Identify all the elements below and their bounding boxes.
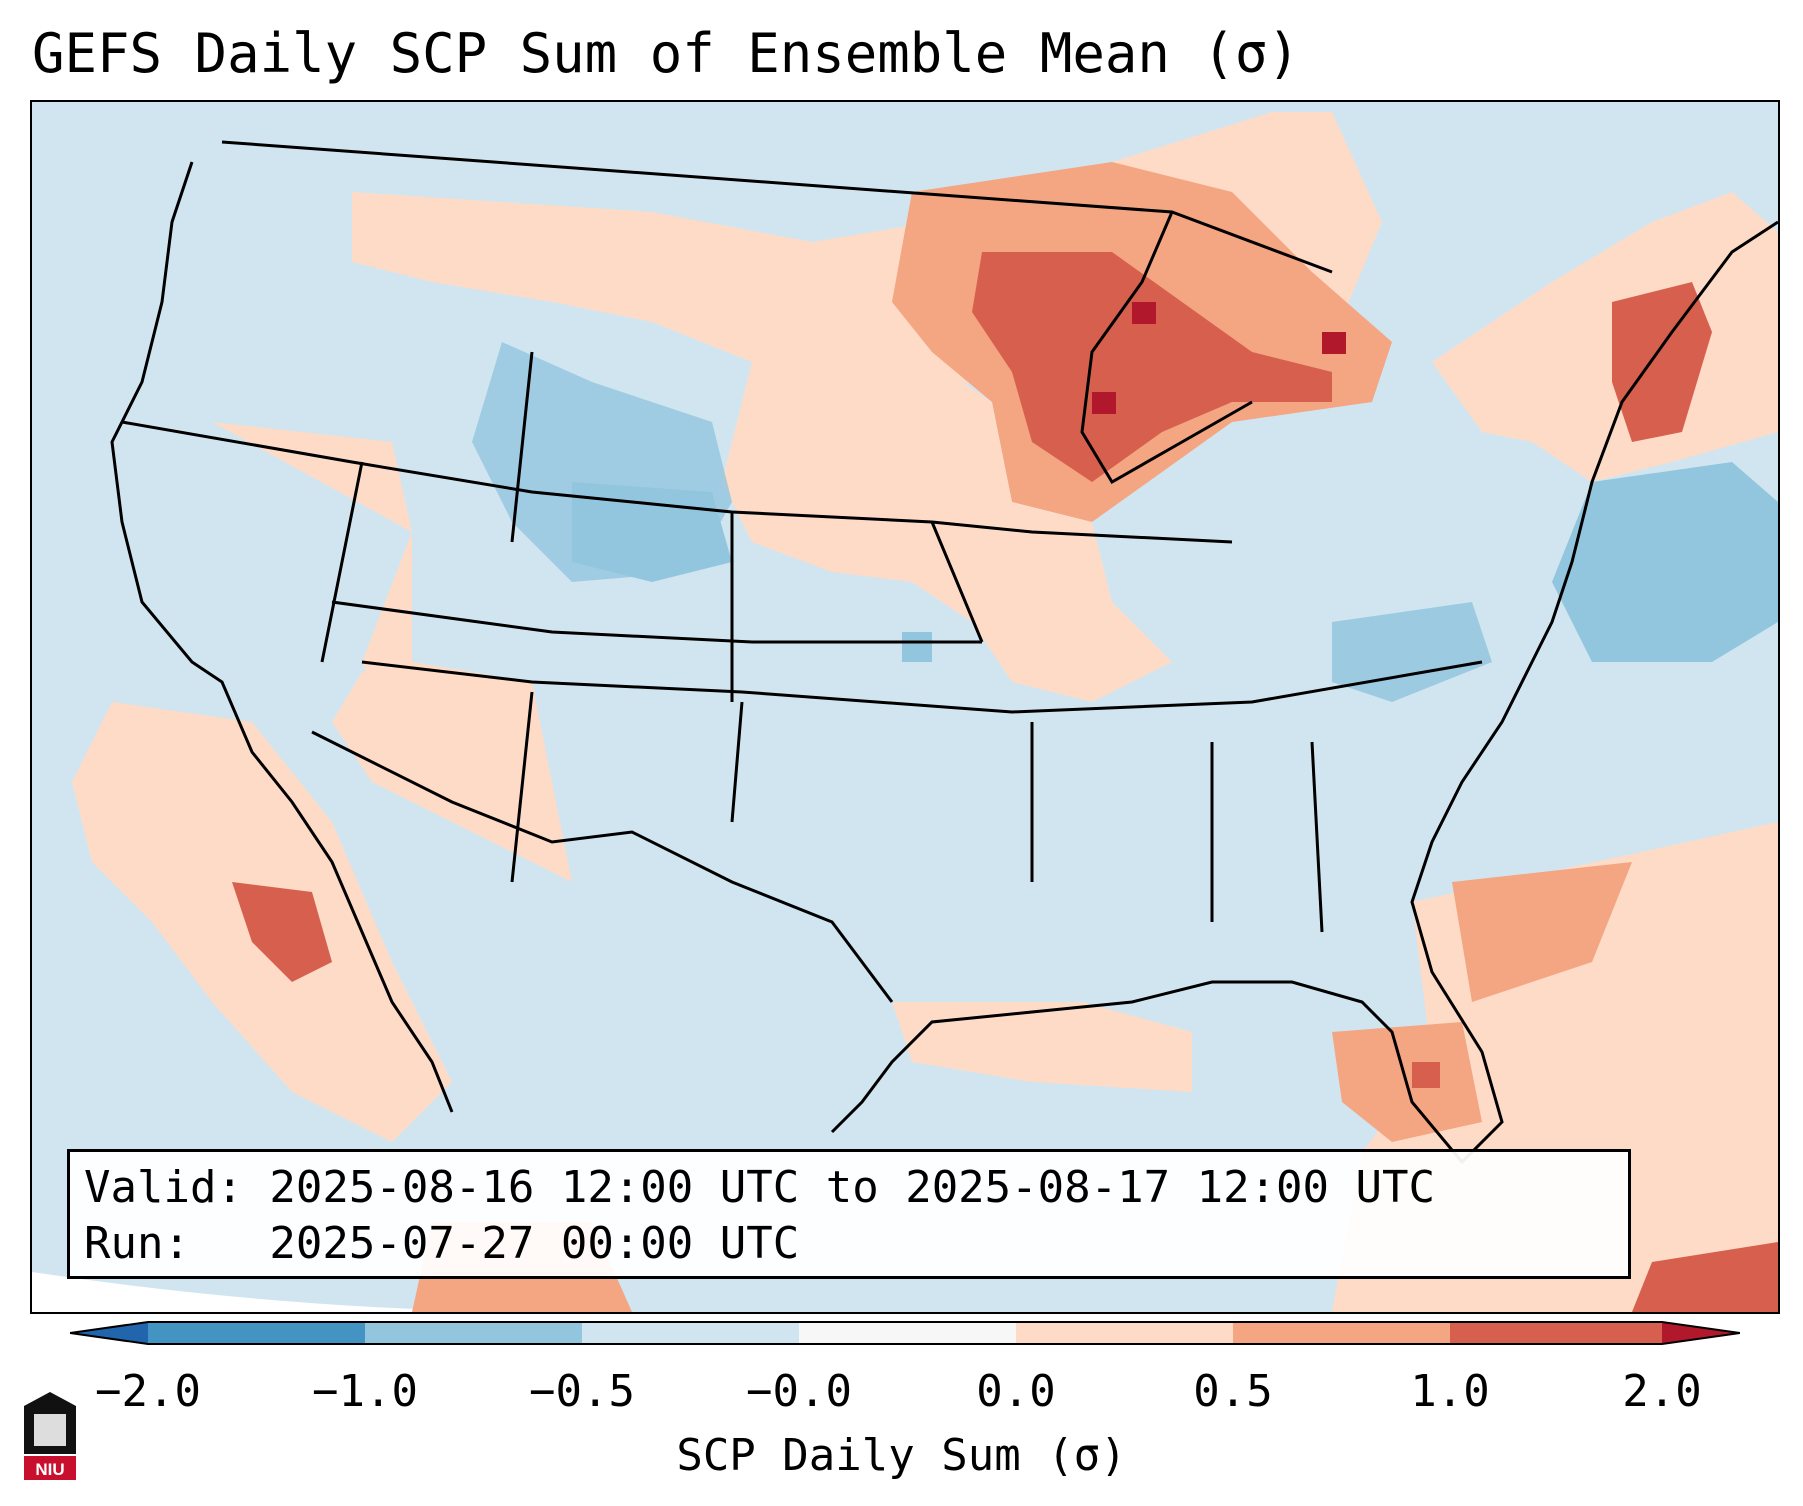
- region-caribbean: [1632, 1242, 1778, 1312]
- border-mo-ks: [930, 521, 984, 643]
- map-title: GEFS Daily SCP Sum of Ensemble Mean (σ): [32, 22, 1300, 85]
- colorbar-bin-7: [1450, 1322, 1662, 1344]
- region-arizona: [332, 672, 552, 862]
- cell-peak-1: [1092, 392, 1116, 414]
- niu-logo-icon: NIU: [24, 1392, 76, 1480]
- logo-window: [34, 1414, 66, 1446]
- logo-text: NIU: [35, 1460, 64, 1479]
- west-coast: [110, 161, 454, 1113]
- border-nm-az: [510, 691, 534, 883]
- us-mexico-border: [311, 730, 894, 1003]
- region-michigan-core: [972, 252, 1332, 482]
- border-nm-tx: [730, 701, 744, 823]
- region-virginia-neg: [1332, 602, 1492, 702]
- map-boundaries: [110, 140, 1778, 1165]
- region-new-england: [1612, 282, 1712, 442]
- cell-peak-2: [1132, 302, 1156, 324]
- border-ga-fl: [1310, 741, 1324, 933]
- border-ut-nv: [320, 461, 364, 663]
- scp-map: [30, 100, 1780, 1314]
- colorbar-extend-high: [1662, 1322, 1740, 1344]
- cell-florida-peak: [1412, 1062, 1440, 1088]
- region-baja-core: [232, 882, 332, 982]
- colorbar-tick: 1.0: [1410, 1366, 1490, 1417]
- colorbar: [70, 1321, 1740, 1345]
- colorbar-label: SCP Daily Sum (σ): [676, 1430, 1127, 1481]
- border-lat-2: [331, 600, 982, 644]
- logo-banner: [24, 1456, 76, 1480]
- region-gulf: [892, 1002, 1192, 1092]
- region-upper-midwest: [722, 362, 1172, 702]
- colorbar-bin-6: [1233, 1322, 1450, 1344]
- run-line: Run: 2025-07-27 00:00 UTC: [84, 1218, 800, 1269]
- region-northeast: [1432, 192, 1778, 482]
- region-oklahoma-neg: [902, 632, 932, 662]
- colorbar-tick: −2.0: [95, 1366, 201, 1417]
- border-wy-co: [510, 351, 534, 543]
- map-canvas: [32, 102, 1778, 1312]
- colorbar-tick: 2.0: [1622, 1366, 1702, 1417]
- valid-run-box: Valid: 2025-08-16 12:00 UTC to 2025-08-1…: [67, 1149, 1631, 1279]
- projection-edge-left: [32, 1272, 632, 1312]
- lake-michigan-shore: [1080, 211, 1253, 485]
- cell-peak-3: [1322, 332, 1346, 354]
- colorbar-tick: −0.5: [529, 1366, 635, 1417]
- colorbar-tick: 0.0: [976, 1366, 1056, 1417]
- colorbar-bin-2: [365, 1322, 582, 1344]
- east-gulf-coast: [830, 220, 1778, 1165]
- region-atlantic-patch: [1452, 862, 1632, 1002]
- colorbar-outline: [70, 1321, 1740, 1345]
- colorbar-tick: −1.0: [312, 1366, 418, 1417]
- colorbar-extend-low: [70, 1322, 148, 1344]
- colorbar-bin-3: [582, 1322, 799, 1344]
- colorbar-tick: 0.5: [1193, 1366, 1273, 1417]
- colorbar-bin-4: [799, 1322, 1016, 1344]
- region-atlantic-neg: [1552, 462, 1778, 662]
- colorbar-bin-5: [1016, 1322, 1233, 1344]
- valid-line: Valid: 2025-08-16 12:00 UTC to 2025-08-1…: [84, 1162, 1436, 1213]
- colorbar-tick: −0.0: [746, 1366, 852, 1417]
- border-lat-3: [361, 660, 1483, 714]
- colorbar-bin-1: [148, 1322, 365, 1344]
